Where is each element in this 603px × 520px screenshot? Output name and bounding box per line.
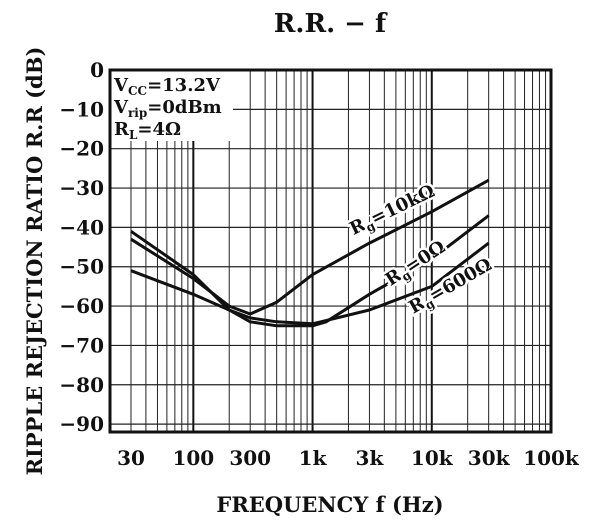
condition-text: RL=4Ω	[114, 119, 181, 142]
y-tick-label: −20	[59, 137, 104, 161]
condition-text: Vrip=0dBm	[113, 97, 222, 120]
plot-frame	[108, 68, 553, 434]
y-tick-label: 0	[90, 58, 104, 82]
condition-text: VCC=13.2V	[113, 75, 221, 98]
y-tick-label: −40	[59, 215, 104, 239]
x-tick-label: 100	[172, 446, 214, 470]
x-tick-label: 30	[117, 446, 145, 470]
series-lines	[130, 178, 490, 328]
series-line	[130, 214, 490, 328]
x-axis-label: FREQUENCY f (Hz)	[216, 492, 443, 517]
x-tick-label: 300	[229, 446, 271, 470]
x-tick-labels: 30 100 300 1k 3k 10k 30k 100k	[117, 446, 580, 470]
conditions-background	[111, 71, 233, 141]
y-tick-label: −30	[59, 176, 104, 200]
y-axis-label: RIPPLE REJECTION RATIO R.R (dB)	[22, 47, 47, 476]
y-tick-label: −10	[59, 97, 104, 121]
y-tick-label: −70	[59, 333, 104, 357]
x-tick-label: 10k	[411, 446, 454, 470]
chart-title: R.R. − f	[274, 9, 388, 39]
x-tick-label: 30k	[468, 446, 511, 470]
x-tick-label: 100k	[523, 446, 580, 470]
y-tick-label: −80	[59, 373, 104, 397]
y-tick-labels: 0 −10 −20 −30 −40 −50 −60 −70 −80 −90	[59, 58, 104, 436]
x-tick-label: 3k	[356, 446, 385, 470]
y-tick-label: −50	[59, 255, 104, 279]
y-tick-label: −90	[59, 412, 104, 436]
series-line	[130, 241, 490, 326]
x-tick-label: 1k	[299, 446, 328, 470]
y-tick-label: −60	[59, 294, 104, 318]
